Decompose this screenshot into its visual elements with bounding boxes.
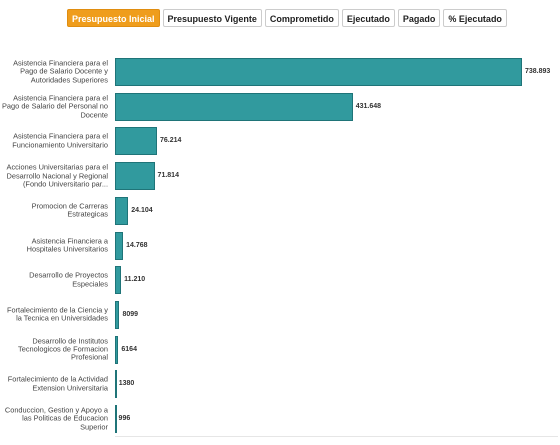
bar bbox=[115, 162, 155, 191]
category-label: Fortalecimiento de la Actividad Extensio… bbox=[7, 374, 108, 393]
tab[interactable]: Comprometido bbox=[264, 9, 339, 27]
bar bbox=[115, 92, 353, 121]
tab[interactable]: Presupuesto Inicial bbox=[67, 9, 160, 27]
value-label: 71.814 bbox=[157, 172, 179, 180]
value-label: 8099 bbox=[122, 310, 139, 318]
category-label: Asistencia Financiera a Hospitales Unive… bbox=[26, 236, 108, 254]
bar bbox=[115, 405, 117, 433]
value-label: 738.893 bbox=[525, 68, 551, 75]
category-label: Promocion de Carreras Estrategicas bbox=[31, 201, 108, 219]
bar bbox=[115, 370, 117, 399]
tab-bar: Presupuesto Inicial Presupuesto Vigente Co… bbox=[67, 9, 507, 27]
category-label: Conduccion, Gestion y Apoyo a las Politi… bbox=[4, 405, 108, 432]
tab[interactable]: % Ejecutado bbox=[443, 9, 507, 27]
category-label: Asistencia Financiera para el Pago de Sa… bbox=[13, 58, 108, 85]
tab[interactable]: Presupuesto Vigente bbox=[162, 9, 262, 27]
category-label: Desarrollo de Proyectos Especiales bbox=[29, 270, 108, 289]
tab[interactable]: Ejecutado bbox=[341, 9, 395, 27]
value-label: 14.768 bbox=[126, 241, 148, 249]
bar bbox=[115, 266, 122, 295]
bar bbox=[115, 300, 120, 329]
tab[interactable]: Pagado bbox=[397, 9, 441, 27]
value-label: 431.648 bbox=[355, 102, 382, 110]
bar bbox=[115, 58, 522, 86]
value-label: 6164 bbox=[121, 345, 137, 353]
value-label: 1380 bbox=[118, 380, 135, 388]
category-label: Acciones Universitarias para el Desarrol… bbox=[6, 162, 108, 189]
category-label: Fortalecimiento de la Ciencia y la Tecni… bbox=[6, 305, 108, 323]
bar bbox=[115, 196, 129, 225]
bar bbox=[115, 231, 124, 260]
bar bbox=[115, 335, 119, 364]
value-label: 76.214 bbox=[159, 137, 182, 145]
category-label: Asistencia Financiera para el Pago de Sa… bbox=[2, 93, 109, 119]
category-label: Desarrollo de Institutos Tecnologicos de… bbox=[18, 335, 108, 362]
value-label: 11.210 bbox=[124, 276, 146, 284]
value-label: 996 bbox=[118, 415, 131, 422]
value-label: 24.104 bbox=[131, 206, 153, 214]
baseline bbox=[115, 436, 558, 437]
category-label: Asistencia Financiera para el Funcionami… bbox=[12, 131, 108, 150]
bar bbox=[115, 127, 157, 156]
